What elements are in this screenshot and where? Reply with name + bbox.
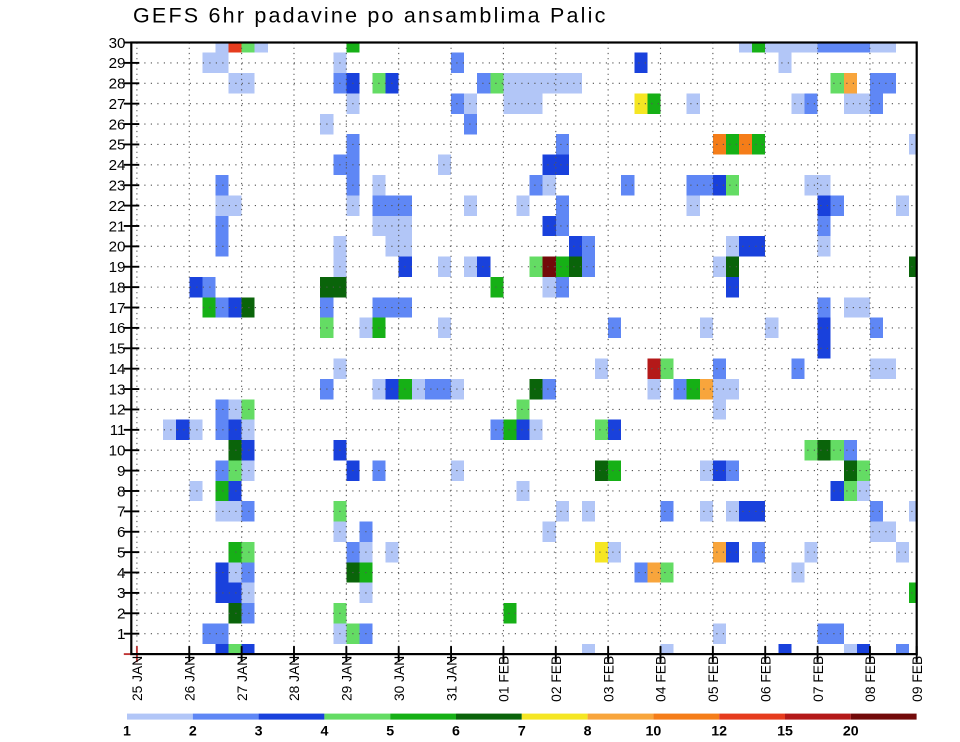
svg-text:18: 18 <box>109 279 126 296</box>
svg-text:09 FEB: 09 FEB <box>910 656 925 702</box>
svg-text:30 JAN: 30 JAN <box>392 656 407 701</box>
svg-text:11: 11 <box>110 422 126 439</box>
svg-text:29 JAN: 29 JAN <box>340 656 355 701</box>
svg-text:13: 13 <box>109 381 126 398</box>
svg-text:8: 8 <box>117 483 125 500</box>
svg-text:06 FEB: 06 FEB <box>758 656 773 702</box>
svg-text:17: 17 <box>109 300 126 317</box>
svg-text:19: 19 <box>109 259 126 276</box>
svg-text:12: 12 <box>109 402 126 419</box>
svg-text:30: 30 <box>109 35 126 52</box>
svg-text:31 JAN: 31 JAN <box>444 656 459 701</box>
svg-text:26: 26 <box>109 116 126 133</box>
svg-text:03 FEB: 03 FEB <box>601 656 616 702</box>
svg-text:26 JAN: 26 JAN <box>182 656 197 701</box>
svg-text:21: 21 <box>109 218 126 235</box>
svg-text:22: 22 <box>109 198 126 215</box>
svg-text:02 FEB: 02 FEB <box>549 656 564 702</box>
svg-text:16: 16 <box>109 320 126 337</box>
svg-text:4: 4 <box>320 724 328 740</box>
svg-text:28 JAN: 28 JAN <box>287 656 302 701</box>
svg-text:5: 5 <box>386 724 394 740</box>
svg-text:08 FEB: 08 FEB <box>863 656 878 702</box>
svg-text:7: 7 <box>518 724 526 740</box>
svg-text:2: 2 <box>189 724 197 740</box>
svg-text:12: 12 <box>711 724 727 740</box>
svg-text:25 JAN: 25 JAN <box>130 656 145 701</box>
svg-text:5: 5 <box>117 544 125 561</box>
svg-text:14: 14 <box>109 361 126 378</box>
svg-text:2: 2 <box>117 606 125 623</box>
svg-text:29: 29 <box>109 55 126 72</box>
svg-text:8: 8 <box>584 724 592 740</box>
svg-text:04 FEB: 04 FEB <box>654 656 669 702</box>
svg-text:25: 25 <box>109 137 126 154</box>
svg-text:27: 27 <box>109 96 126 113</box>
svg-text:23: 23 <box>109 178 126 195</box>
svg-text:3: 3 <box>117 585 125 602</box>
svg-text:05 FEB: 05 FEB <box>706 656 721 702</box>
svg-text:1: 1 <box>123 724 131 740</box>
svg-text:4: 4 <box>117 565 125 582</box>
svg-text:28: 28 <box>109 76 126 93</box>
svg-text:6: 6 <box>117 524 125 541</box>
svg-text:1: 1 <box>117 626 125 643</box>
svg-text:6: 6 <box>452 724 460 740</box>
svg-text:10: 10 <box>109 443 126 460</box>
svg-text:15: 15 <box>109 341 126 358</box>
svg-text:15: 15 <box>777 724 793 740</box>
svg-text:9: 9 <box>117 463 125 480</box>
svg-text:GEFS 6hr padavine po ansamblim: GEFS 6hr padavine po ansamblima Palic <box>133 3 608 27</box>
svg-text:3: 3 <box>255 724 263 740</box>
svg-text:07 FEB: 07 FEB <box>811 656 826 702</box>
svg-text:10: 10 <box>646 724 662 740</box>
svg-text:27 JAN: 27 JAN <box>235 656 250 701</box>
svg-text:7: 7 <box>117 504 125 521</box>
svg-text:24: 24 <box>109 157 126 174</box>
svg-text:20: 20 <box>109 239 126 256</box>
svg-text:01 FEB: 01 FEB <box>497 656 512 702</box>
svg-text:20: 20 <box>843 724 859 740</box>
